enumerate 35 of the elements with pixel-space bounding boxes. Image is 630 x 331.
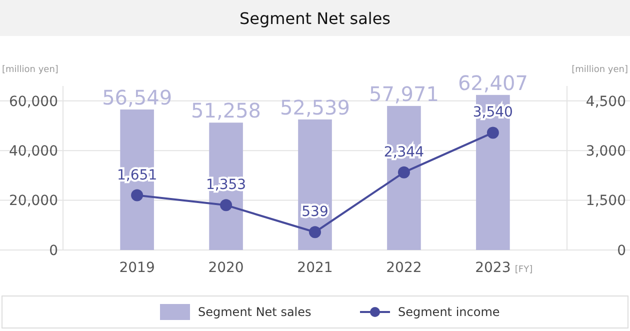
y-tick-label: 20,000 [9,193,58,210]
x-tick-label: 2022 [386,260,422,276]
point [220,199,232,212]
data-label: 56,549 [102,85,172,110]
y-tick-label: 40,000 [9,144,58,160]
data-label: 57,971 [368,82,439,106]
bar [476,94,510,250]
x-tick-label: 2023 [475,260,511,276]
point [131,189,144,202]
legend-label: Segment Net sales [198,305,312,320]
data-label: 539 [302,204,328,220]
x-axis-title: [FY] [514,265,533,275]
bar [209,122,243,250]
bar [120,109,154,250]
legend-label: Segment income [398,305,500,320]
point [398,166,410,178]
bar [298,119,332,250]
data-label: 52,539 [280,95,350,120]
y-axis-title: [million yen] [2,65,58,75]
y2-tick-label: 3,000 [586,144,626,160]
y2-tick-label: 4,500 [586,94,626,110]
data-label: 62,407 [458,70,528,95]
y-tick-label: 0 [49,242,58,259]
x-tick-label: 2021 [297,260,333,276]
point [309,226,321,238]
y2-tick-label: 1,500 [586,193,626,210]
point [486,126,499,139]
y-tick-label: 60,000 [9,94,58,110]
chart-title: Segment Net sales [239,9,391,28]
x-tick-label: 2019 [119,260,155,276]
y2-tick-label: 0 [617,242,626,259]
y2-axis-title: [million yen] [572,65,628,75]
x-tick-label: 2020 [208,260,244,276]
data-label: 51,258 [191,98,262,123]
data-label: 2,344 [384,144,424,160]
